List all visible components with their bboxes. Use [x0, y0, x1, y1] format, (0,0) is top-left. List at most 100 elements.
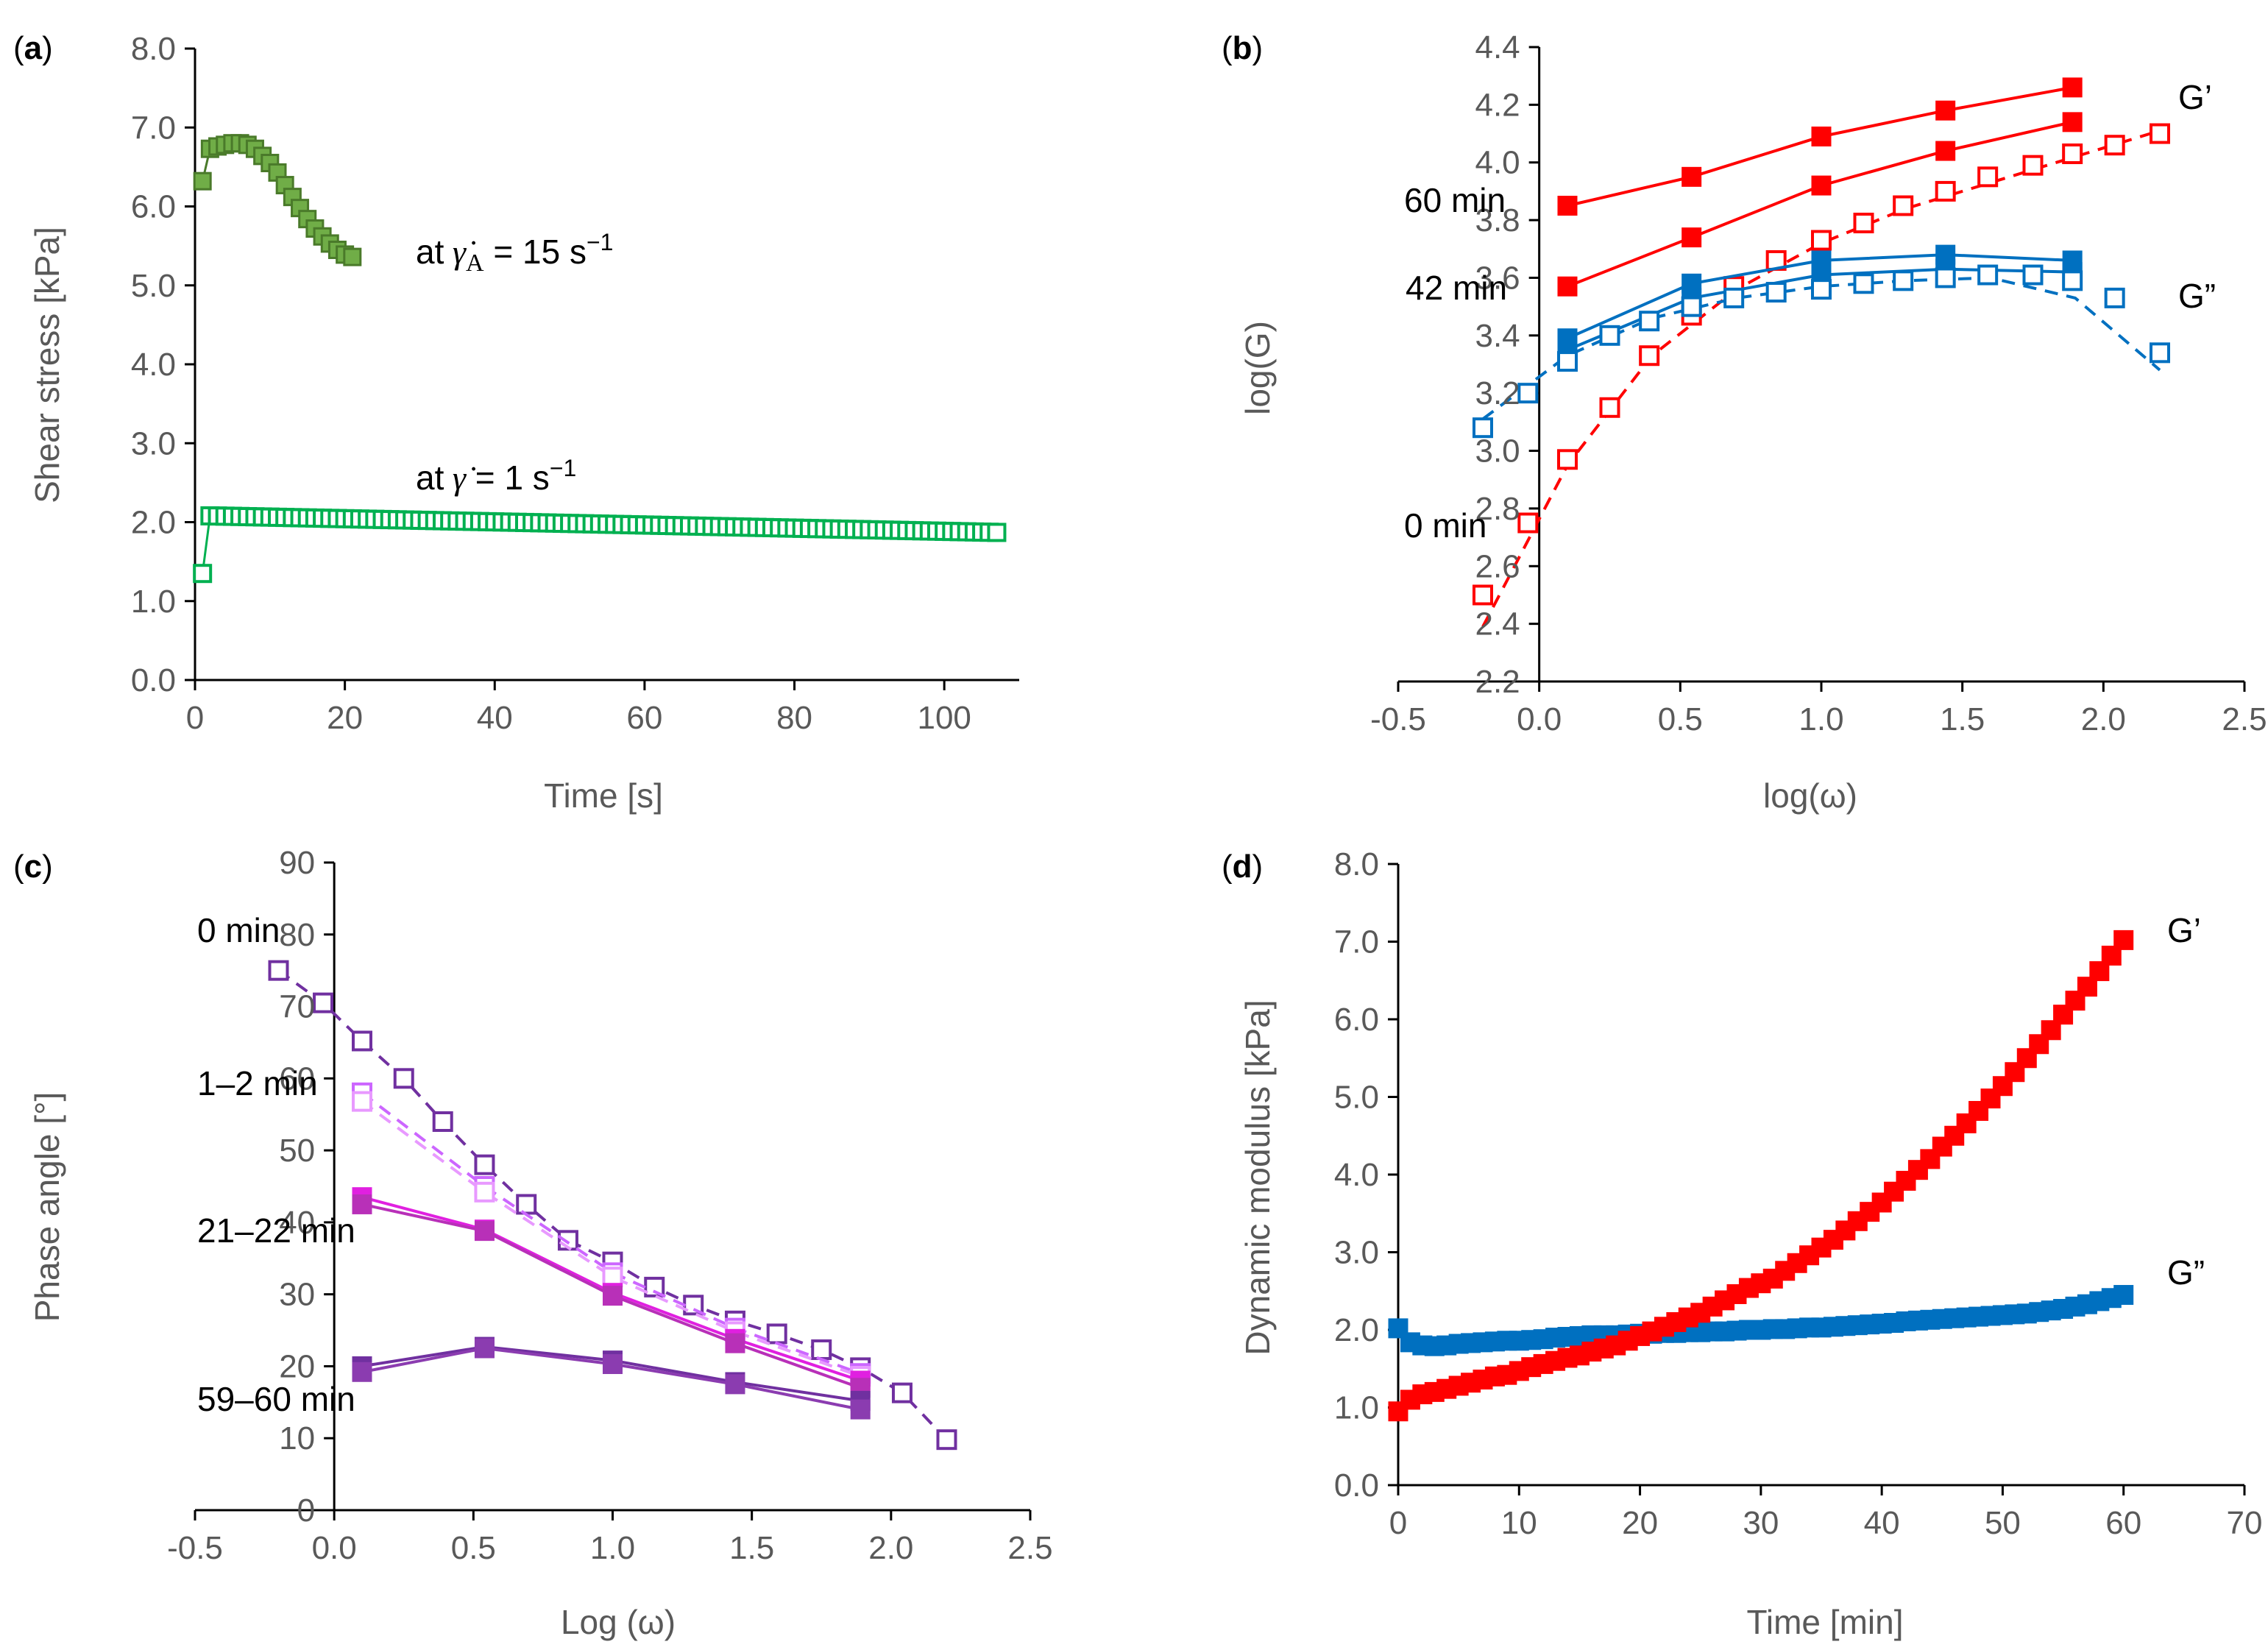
- panel-b-x-tick-label: 0.0: [1517, 701, 1562, 737]
- panel-d-annotation-g-double-prime: G”: [2167, 1253, 2205, 1292]
- panel-b-y-tick-label: 2.6: [1475, 548, 1520, 584]
- panel-b-g-0-min-point: [2150, 342, 2170, 364]
- panel-b: (b) -0.5 0.0 0.5 1.0 1.5 2.0 2.5 2.2 2.4 2.6 2.8 3.…: [1222, 29, 2267, 815]
- panel-c-y-tick-label: 40: [279, 1205, 315, 1241]
- panel-b-g-0-min-point: [1599, 397, 1620, 418]
- panel-c-y-tick-label: 70: [279, 989, 315, 1025]
- panel-a-x-tick-label: 100: [917, 700, 971, 736]
- panel-d-x-tick-label: 0: [1389, 1505, 1407, 1541]
- panel-b-g-0-min-point: [1517, 383, 1539, 404]
- panel-a-y-tick-label: 7.0: [131, 110, 176, 146]
- panel-d-storage-modulus-point: [2005, 1062, 2025, 1083]
- panel-b-x-tick-label: -0.5: [1370, 701, 1426, 737]
- panel-b-g-0-min-point: [1639, 345, 1660, 367]
- panel-c-1-min-line: [361, 1091, 861, 1375]
- data-point-low-rate: [987, 523, 1007, 542]
- panel-d-annotation-g-prime: G’: [2167, 911, 2201, 949]
- panel-a-x-tick-label: 40: [477, 700, 513, 736]
- panel-c-0-min-point: [432, 1111, 453, 1132]
- panel-b-g-0-min-point: [1639, 311, 1660, 332]
- panel-c-y-tick-label: 10: [279, 1420, 315, 1456]
- panel-d-loss-modulus-point: [2113, 1285, 2134, 1306]
- panel-d-x-tick-label: 40: [1864, 1505, 1900, 1541]
- panel-b-g-0-min-point: [1893, 195, 1914, 216]
- panel-b-annotation-g-double-prime: G”: [2178, 277, 2216, 315]
- panel-c-0-min-point: [474, 1154, 495, 1175]
- panel-a-y-tick-label: 0.0: [131, 662, 176, 698]
- panel-b-y-tick-label: 2.4: [1475, 606, 1520, 642]
- panel-b-g-0-min-point: [1977, 264, 1999, 286]
- panel-b-x-tick-label: 1.5: [1940, 701, 1985, 737]
- panel-c-22-min-point: [725, 1333, 745, 1353]
- panel-c-x-tick-label: 0.0: [312, 1530, 357, 1566]
- panel-a-y-axis-title: Shear stress [kPa]: [28, 227, 66, 503]
- panel-d-storage-modulus-point: [1932, 1136, 1952, 1157]
- panel-b-g-0-min-point: [2150, 123, 2170, 144]
- panel-d-y-tick-label: 2.0: [1334, 1312, 1379, 1348]
- panel-a-y-tick-label: 3.0: [131, 425, 176, 461]
- panel-d-storage-modulus-point: [2089, 961, 2110, 982]
- panel-b-g-0-min-point: [1893, 270, 1914, 291]
- panel-d-y-tick-label: 4.0: [1334, 1157, 1379, 1193]
- panel-a-y-tick-label: 1.0: [131, 584, 176, 620]
- panel-c-y-tick-label: 80: [279, 917, 315, 953]
- panel-c-y-tick-label: 90: [279, 845, 315, 881]
- panel-b-g-42-min-point: [1681, 227, 1702, 248]
- panel-a-y-tick-label: 4.0: [131, 347, 176, 383]
- panel-b-label: (b): [1222, 30, 1263, 66]
- panel-b-x-tick-label: 2.0: [2081, 701, 2126, 737]
- panel-b-series: [1473, 77, 2170, 628]
- panel-b-y-tick-label: 4.2: [1475, 87, 1520, 123]
- panel-b-g-0-min-point: [1681, 296, 1702, 317]
- panel-b-g-0-min-point: [2062, 270, 2083, 291]
- panel-c-annotation-21-22-min: 21–22 min: [197, 1211, 355, 1250]
- panel-b-x-tick-label: 1.0: [1799, 701, 1843, 737]
- panel-b-g-0-min-point: [1935, 267, 1956, 288]
- panel-b-g-0-min-point: [1765, 282, 1787, 303]
- panel-d-storage-modulus-point: [2029, 1034, 2049, 1055]
- panel-c-2-min-point: [474, 1181, 495, 1203]
- panel-d-storage-modulus-point: [2113, 930, 2134, 950]
- panel-c-y-tick-label: 20: [279, 1348, 315, 1384]
- panel-d-y-tick-label: 0.0: [1334, 1467, 1379, 1504]
- panel-c-tick-labels: -0.5 0.0 0.5 1.0 1.5 2.0 2.5 0 10 20 30 40 50 60 70 80 9…: [167, 845, 1053, 1566]
- panel-c-x-tick-label: -0.5: [167, 1530, 223, 1566]
- panel-a-y-tick-label: 2.0: [131, 505, 176, 541]
- panel-d-storage-modulus-point: [2077, 977, 2097, 997]
- panel-b-annotation-g-prime: G’: [2178, 78, 2212, 116]
- data-point-high-rate: [343, 247, 362, 266]
- panel-d: (d) 0 10 20 30 40 50 60 70 0.0 1.0 2.0 3.0 4.0 5.0 6.0…: [1222, 846, 2262, 1641]
- panel-b-g-42-min-point: [1557, 276, 1578, 297]
- panel-b-g-0-min-point: [1599, 325, 1620, 346]
- panel-d-x-tick-label: 50: [1985, 1505, 2021, 1541]
- panel-b-g-60-min-point: [1557, 196, 1578, 216]
- panel-c-60-min-point: [352, 1362, 372, 1382]
- panel-b-annotation-60-min: 60 min: [1404, 181, 1506, 219]
- panel-b-g-0-min-point: [2062, 143, 2083, 164]
- panel-b-y-tick-label: 4.4: [1475, 29, 1520, 65]
- panel-b-g-0-min-point: [2022, 155, 2044, 176]
- panel-b-x-tick-label: 0.5: [1658, 701, 1703, 737]
- panel-b-g-0-min-point: [1557, 449, 1578, 470]
- panel-d-y-tick-label: 6.0: [1334, 1002, 1379, 1038]
- panel-c-0-min-point: [313, 992, 334, 1013]
- panel-a-y-tick-label: 6.0: [131, 189, 176, 225]
- panel-c-0-min-point: [891, 1382, 912, 1403]
- panel-b-g-0-min-point: [2104, 135, 2125, 156]
- panel-c-0-min-point: [936, 1429, 957, 1451]
- panel-c: (c) -0.5 0.0 0.5 1.0 1.5 2.0 2.5 0 10 20 30 40 50 60 7…: [13, 845, 1053, 1641]
- panel-d-label: (d): [1222, 849, 1263, 885]
- panel-c-0-min-point: [352, 1030, 372, 1052]
- panel-a-axes: [185, 47, 1019, 690]
- panel-b-g-0-min-point: [1811, 230, 1832, 251]
- panel-b-g-0-min-trend-line: [1481, 129, 2161, 628]
- panel-c-x-tick-label: 2.5: [1007, 1530, 1052, 1566]
- panel-d-y-tick-label: 5.0: [1334, 1080, 1379, 1116]
- panel-c-2-min-point: [352, 1091, 372, 1112]
- panel-c-60-min-point: [603, 1354, 623, 1375]
- panel-b-g-0-min-point: [1473, 584, 1493, 606]
- panel-b-g-0-min-point: [1977, 166, 1999, 188]
- panel-a-series: [193, 134, 1007, 584]
- panel-d-y-axis-title: Dynamic modulus [kPa]: [1238, 999, 1277, 1355]
